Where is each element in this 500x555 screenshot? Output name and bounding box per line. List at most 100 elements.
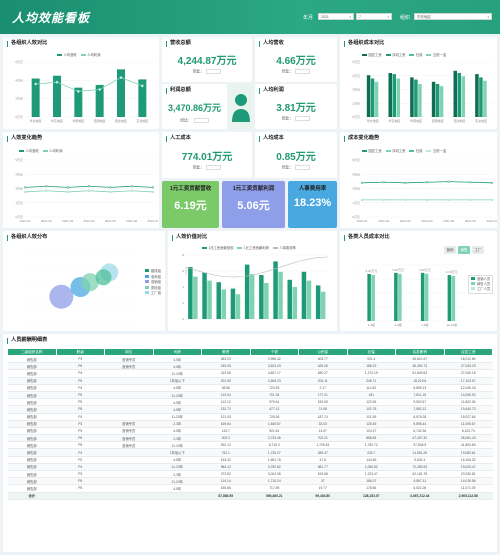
table-cell: 销售部 <box>7 391 56 400</box>
tab-factory[interactable]: 工厂 <box>472 246 484 254</box>
table-row[interactable]: 销售部 P4 11-20年 121.03 725.26 187.74 121.59 6,576… <box>7 413 493 421</box>
table-row[interactable]: 销售部 P3 2-3年 373.52 3,024.36 519.68 1,223.47 62,… <box>7 470 493 479</box>
table-cell <box>104 492 153 500</box>
chart-legend: 固定工资 浮动工资 社保 五险一金 <box>358 52 446 57</box>
table-row[interactable]: 销售部 P5 4-5年 150.66 717.89 19.77 178.66 6,021.06… <box>7 484 493 493</box>
chevron-down-icon: ▾ <box>487 15 489 19</box>
table-row[interactable]: 销售部 P5 4-5年 112.12 979.61 152.69 123.26 9,502.6… <box>7 398 493 407</box>
data-point <box>360 181 364 184</box>
table-cell: 720.93 <box>250 384 299 392</box>
x-tick-label: 2021-05 <box>105 219 116 223</box>
table-row[interactable]: 销售部 P5 营销专员 4-5年 249.05 3,623.43 429.26 188.19 3… <box>7 362 493 371</box>
efficiency-distribution-chart <box>23 252 138 322</box>
table-cell: 2.17 <box>298 384 347 392</box>
table-header[interactable]: 实发薪资 <box>395 348 445 356</box>
month-select[interactable]: 7 ▾ <box>356 13 392 20</box>
table-cell: 1,709.49 <box>298 441 347 450</box>
table-row[interactable]: 销售部 P4 11-20年 313.65 4,637.17 830.27 1,270.19 5… <box>7 369 493 378</box>
table-cell: 74.08 <box>298 405 347 414</box>
bar <box>244 264 250 319</box>
table-row[interactable]: 销售部 P5 4-5年 132.72 477.13 74.08 102.78 7,582.12… <box>7 405 493 414</box>
bar <box>230 288 236 319</box>
table-header[interactable]: 二级组织名称 <box>7 348 57 356</box>
table-row[interactable]: 销售部 P5 1年及以下 201.59 2,506.23 204.11 245.71 15,2… <box>7 377 493 385</box>
table-header[interactable]: 个税 <box>249 348 299 356</box>
table-row[interactable]: 销售部 P5 11-20年 113.04 701.34 177.21 181 7,611.15… <box>7 391 493 400</box>
table-cell <box>104 398 153 407</box>
table-header[interactable]: 司龄 <box>152 348 202 356</box>
table-cell: 1年及以下 <box>153 377 202 385</box>
table-header[interactable]: 公积金 <box>298 348 348 356</box>
data-point <box>425 181 429 184</box>
table-cell: 销售部 <box>7 405 56 414</box>
x-tick-label: 2021-03 <box>400 219 411 223</box>
series-line <box>35 77 143 92</box>
bar <box>53 75 61 117</box>
table-cell: 725.26 <box>250 413 299 421</box>
table-header[interactable]: 岗位 <box>104 348 154 356</box>
data-point <box>151 186 155 189</box>
data-point <box>151 190 155 194</box>
table-cell <box>104 377 153 385</box>
y-tick-label: 1万元 <box>352 101 360 105</box>
table-row[interactable]: 销售部 P3 营销专员 2-3年 169.64 1,649.57 33.03 125.45 9,… <box>7 420 493 428</box>
table-cell <box>104 470 153 479</box>
table-row[interactable]: 销售部 P5 11-20年 114.14 1,715.24 37 186.07 9,567.1… <box>7 477 493 486</box>
org-select[interactable]: 华东地区 ▾ <box>414 13 492 20</box>
table-cell: 营销专员 <box>104 420 153 428</box>
dashboard-header: 人均效能看板 年月 2021 ▾ 7 ▾ 组织 华东地区 ▾ <box>0 0 500 34</box>
table-row[interactable]: 销售部 P2 4-5年 153.32 1,651.78 47.8 144.46 9,502.4… <box>7 456 493 464</box>
table-cell: 11,005.67 <box>444 420 493 428</box>
table-row[interactable]: 销售部 P5 营销专员 11-20年 910.12 8,715.3 1,709.49 1,75… <box>7 441 493 450</box>
table-cell: 14.07 <box>298 427 347 436</box>
kpi-per-revenue: 人均营收 4.66万元 同比： <box>255 37 337 82</box>
bar <box>216 282 221 319</box>
table-header[interactable]: 职级 <box>55 348 105 356</box>
table-row[interactable]: 销售部 P3 营销专员 4-5年 120.7 921.51 14.07 104.27 6,742… <box>7 427 493 436</box>
org-efficiency-card: 各组织人效对比 人均营收 人均利润 0万元 2万元 4万元 6万元 华北地区 华东地区 华南地… <box>3 37 159 129</box>
table-row[interactable]: 销售部 P4 1年及以下 751.1 1,735.27 285.47 234.7 14,551… <box>7 448 493 457</box>
table-cell <box>153 492 202 500</box>
table-cell: 4-5年 <box>153 456 202 464</box>
tab-marketing[interactable]: 营销 <box>444 246 456 254</box>
y-tick-label: 2 <box>182 301 184 305</box>
table-cell: 4-5年 <box>153 355 202 364</box>
bar <box>371 274 375 321</box>
table-row[interactable]: 销售部 P5 营销专员 2-3年 303.2 3,733.46 702.21 858.84 47… <box>7 434 493 443</box>
table-cell: 125.45 <box>347 420 396 428</box>
data-point <box>360 198 364 202</box>
chart-legend: 固定工资 浮动工资 社保 五险一金 <box>358 148 446 153</box>
table-header[interactable]: 薪资 <box>201 348 251 356</box>
efficiency-trend-card: 人效变化趋势 人均营收 人均利润 0万元 1万元 3万元 4万元 5万元 2021-01 20… <box>3 132 159 228</box>
tab-sales[interactable]: 销售 <box>458 246 470 254</box>
table-cell: 11,802.36 <box>444 398 493 407</box>
x-tick-label: 华南地区 <box>410 118 422 123</box>
efficiency-trend-chart: 0万元 1万元 3万元 4万元 5万元 2021-01 2021-02 2021-03 2021… <box>15 158 159 223</box>
x-tick-label: 西北地区 <box>115 118 127 123</box>
table-cell: 3,733.46 <box>250 434 299 443</box>
kpi-title: 人均利润 <box>259 87 284 94</box>
table-cell: P5 <box>56 477 105 486</box>
table-header[interactable]: 社保 <box>346 348 396 356</box>
kpi-value: 4.66万元 <box>276 56 316 67</box>
table-cell: P4 <box>56 384 105 392</box>
kpi-yoy: 同比： <box>255 116 337 122</box>
data-point <box>87 189 91 192</box>
table-cell: P5 <box>56 398 105 407</box>
table-cell: 1,649.57 <box>250 420 299 428</box>
table-cell: 11-20年 <box>153 441 202 450</box>
table-header[interactable]: 应发工资 <box>443 348 493 356</box>
y-tick-label: 1万元 <box>352 201 360 205</box>
table-row[interactable]: 销售部 P3 营销专员 4-5年 263.03 2,596.42 403.77 921.4 45… <box>7 355 493 364</box>
year-select[interactable]: 2021 ▾ <box>318 13 354 20</box>
data-point <box>447 180 450 183</box>
bar <box>398 273 402 321</box>
table-row[interactable]: 销售部 P4 4-5年 38.56 720.93 2.17 114.52 8,895.13 12… <box>7 384 493 392</box>
table-cell: 19,023.47 <box>444 463 493 472</box>
table-cell: 4,637.17 <box>250 369 299 378</box>
data-point <box>23 190 27 194</box>
data-point <box>382 181 385 184</box>
table-cell: 263.03 <box>201 355 250 364</box>
table-row[interactable]: 销售部 P4 11-20年 964.12 3,750.82 581.77 1,050.82 7… <box>7 463 493 472</box>
table-cell: 429.26 <box>298 362 347 371</box>
